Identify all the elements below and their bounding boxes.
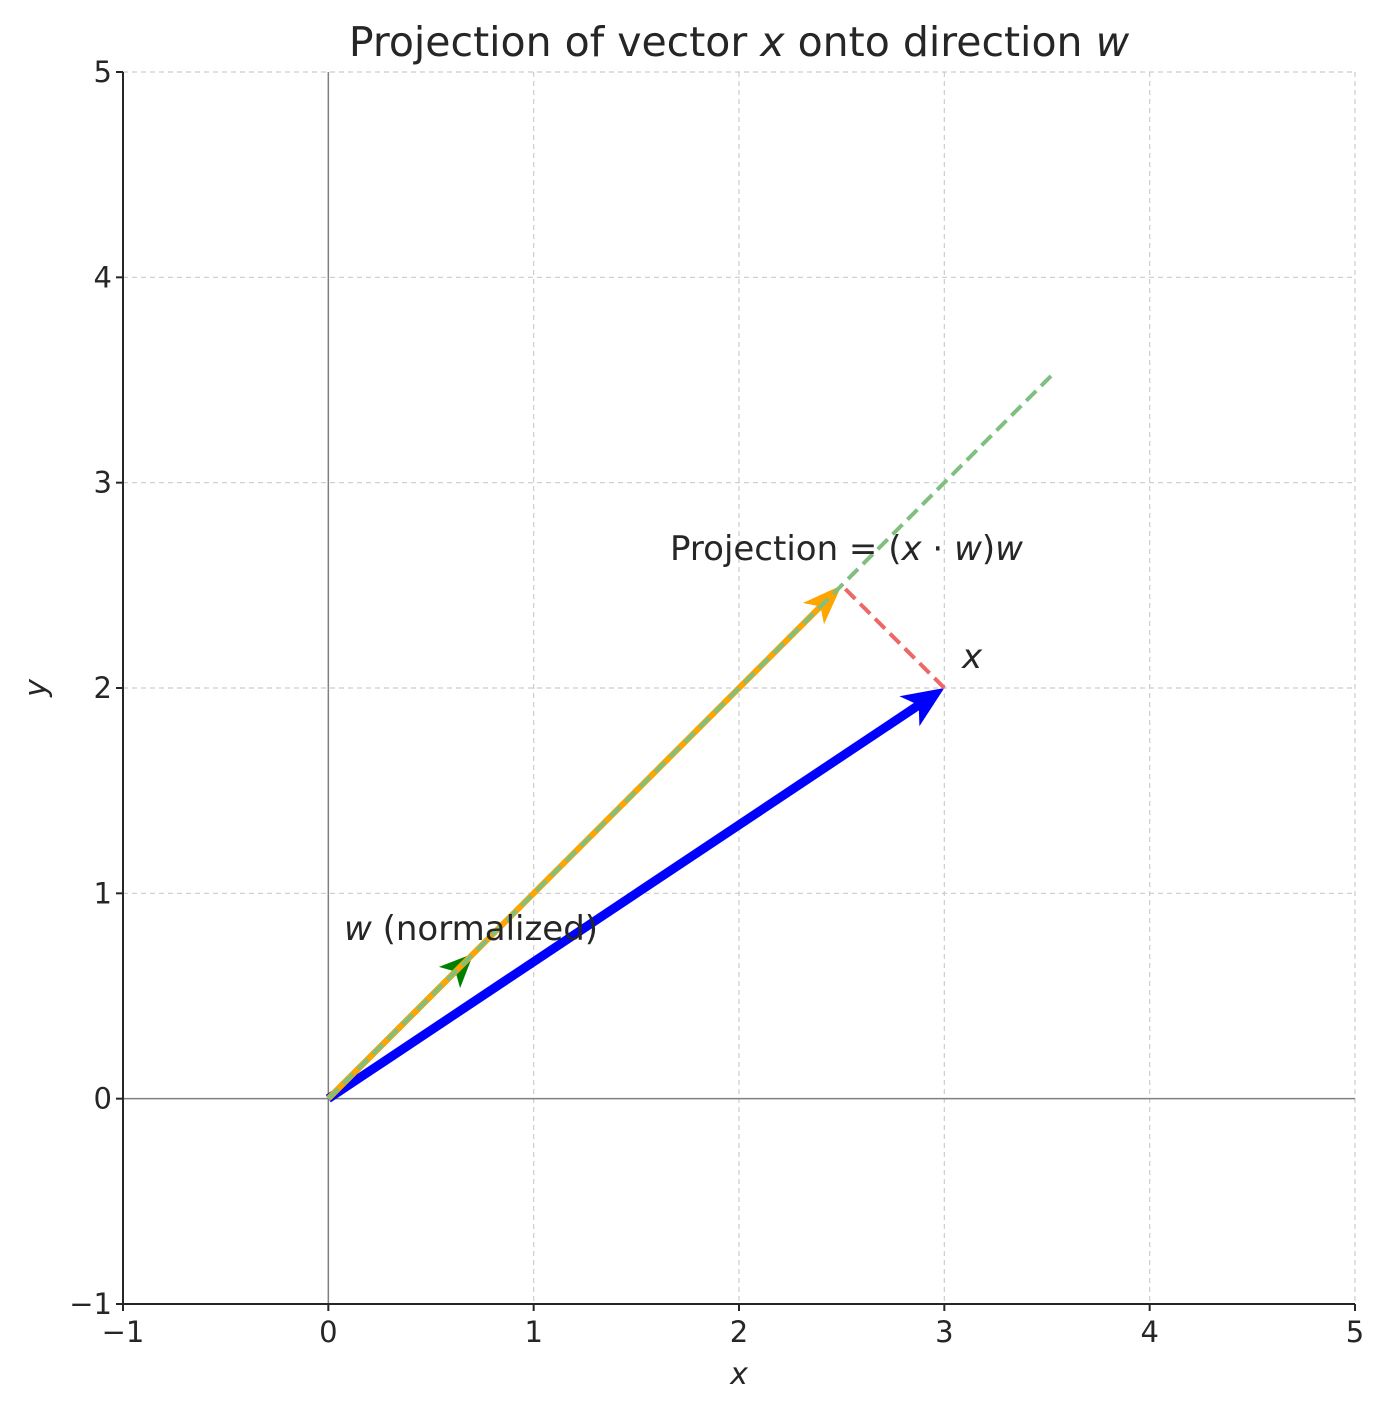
x-tick-label: 3 [935, 1315, 953, 1349]
x-tick-label: 2 [730, 1315, 748, 1349]
y-tick-label: 0 [94, 1082, 112, 1116]
projection-label: Projection = (x · w)w [670, 529, 1023, 569]
y-tick-label: 5 [94, 55, 112, 89]
y-tick-label: 3 [94, 466, 112, 500]
perpendicular-line [840, 583, 946, 690]
x-tick-label: −1 [102, 1315, 145, 1349]
chart-marks [325, 370, 1057, 1103]
x-axis-ticks: −1 0 1 2 3 4 5 [102, 1304, 1364, 1349]
x-tick-label: 4 [1140, 1315, 1158, 1349]
y-axis-ticks: −1 0 1 2 3 4 5 [69, 55, 123, 1321]
y-tick-label: −1 [69, 1287, 112, 1321]
w-direction-line [326, 370, 1057, 1101]
x-axis-label: x [729, 1357, 748, 1392]
x-vector-arrow [325, 688, 945, 1103]
chart-title: Projection of vector x onto direction w [349, 18, 1130, 66]
x-tick-label: 1 [524, 1315, 542, 1349]
y-axis-label: y [19, 678, 54, 698]
x-tick-label: 0 [319, 1315, 337, 1349]
y-tick-label: 4 [94, 260, 112, 294]
y-tick-label: 1 [94, 876, 112, 910]
y-tick-label: 2 [94, 671, 112, 705]
w-vector-label: w (normalized) [344, 909, 598, 949]
x-vector-label: x [961, 637, 983, 677]
x-tick-label: 5 [1346, 1315, 1364, 1349]
